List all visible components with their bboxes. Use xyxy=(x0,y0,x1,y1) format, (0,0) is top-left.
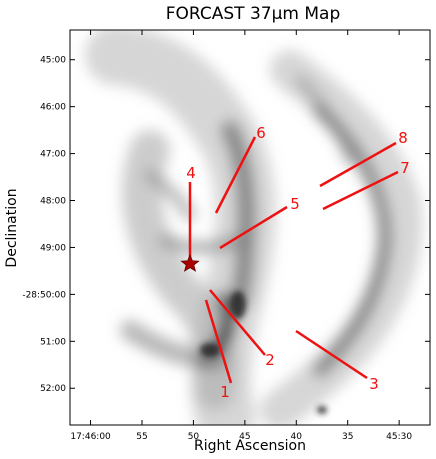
x-tick-label: 55 xyxy=(136,432,147,442)
star-marker xyxy=(180,253,200,272)
y-tick-label: 52:00 xyxy=(40,384,66,394)
chart-title: FORCAST 37μm Map xyxy=(166,4,341,24)
y-tick-label: 46:00 xyxy=(40,103,66,113)
cut-line xyxy=(295,329,368,380)
x-tick-label: 45:30 xyxy=(386,432,412,442)
cut-label: 3 xyxy=(369,375,379,393)
x-tick-label: 17:46:00 xyxy=(70,432,111,442)
cut-label: 2 xyxy=(265,351,275,369)
cut-label: 8 xyxy=(398,129,408,147)
cut-line xyxy=(214,136,257,214)
cut-line xyxy=(204,299,233,384)
cut-label: 5 xyxy=(290,195,300,213)
y-tick-label: 48:00 xyxy=(40,197,66,207)
x-tick-label: 35 xyxy=(342,432,353,442)
y-tick-label: -28:50:00 xyxy=(22,290,66,300)
y-tick-label: 49:00 xyxy=(40,243,66,253)
x-tick-label: 40 xyxy=(291,432,303,442)
cut-label: 4 xyxy=(186,164,196,182)
cut-line xyxy=(322,170,399,211)
y-axis-label: Declination xyxy=(4,188,20,267)
y-tick-label: 47:00 xyxy=(40,150,66,160)
cut-label: 6 xyxy=(256,124,266,142)
cut-line xyxy=(219,205,288,250)
cut-label: 1 xyxy=(220,383,230,401)
cut-line xyxy=(209,289,266,356)
plot-frame xyxy=(69,29,431,426)
x-tick-label: 50 xyxy=(188,432,200,442)
y-tick-label: 51:00 xyxy=(40,337,66,347)
emission-image xyxy=(85,30,422,425)
x-tick-label: 45 xyxy=(239,432,250,442)
cuts: 1 2 3 4 5 6 7 8 xyxy=(180,124,410,401)
cut-label: 7 xyxy=(400,159,410,177)
x-axis-label: Right Ascension xyxy=(194,438,306,454)
cut-line xyxy=(319,141,397,188)
y-tick-label: 45:00 xyxy=(40,56,66,66)
